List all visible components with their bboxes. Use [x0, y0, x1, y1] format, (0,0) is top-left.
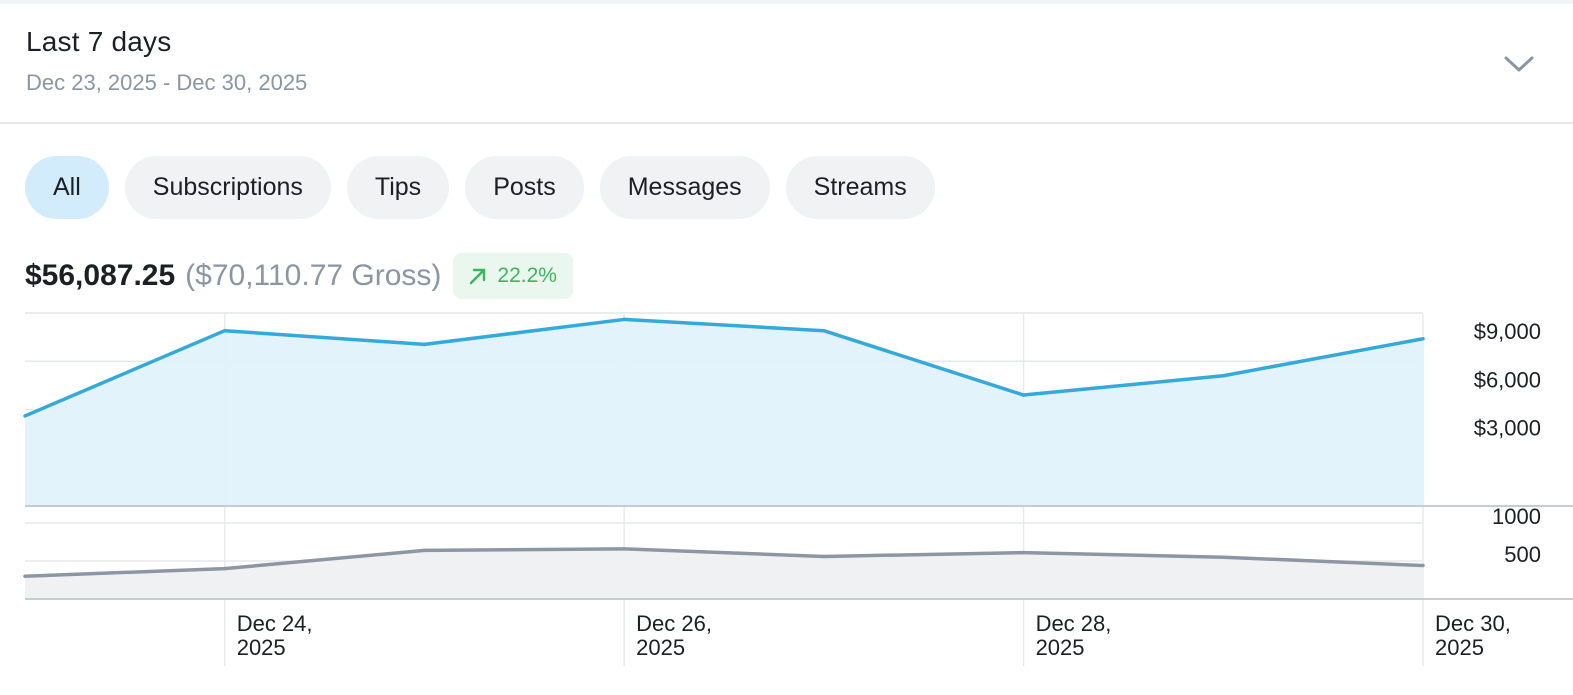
count-line-segment — [622, 547, 826, 559]
earnings-line-segment — [1221, 336, 1425, 378]
filter-pill-subscriptions[interactable]: Subscriptions — [124, 156, 331, 219]
count-line-segment — [1221, 555, 1425, 568]
x-tick-label: 2025 — [237, 635, 286, 660]
earnings-line-segment — [422, 317, 626, 347]
period-title: Last 7 days — [26, 26, 172, 57]
y-tick-label: 500 — [1504, 542, 1541, 567]
earnings-line-segment — [222, 328, 427, 347]
y-tick-label: $3,000 — [1474, 416, 1541, 441]
y-tick-label: $9,000 — [1474, 319, 1541, 344]
x-tick-label: 2025 — [1435, 635, 1484, 660]
category-filter-tabs: All Subscriptions Tips Posts Messages St… — [25, 156, 935, 219]
date-range-selector[interactable]: Last 7 days Dec 23, 2025 - Dec 30, 2025 — [0, 4, 1573, 124]
arrow-up-right-icon — [470, 268, 486, 285]
x-tick-label: Dec 28, — [1036, 611, 1112, 636]
top-divider — [0, 0, 1573, 4]
count-area-fill — [25, 548, 1423, 599]
earnings-line-segment — [23, 328, 227, 418]
x-tick-label: Dec 26, — [636, 611, 712, 636]
count-line-segment — [1021, 550, 1226, 559]
filter-pill-posts[interactable]: Posts — [465, 156, 584, 219]
y-tick-label: $6,000 — [1474, 367, 1541, 392]
change-badge: 22.2% — [453, 253, 573, 299]
chevron-down-icon[interactable] — [1500, 48, 1538, 78]
x-tick-label: 2025 — [636, 635, 685, 660]
filter-pill-messages[interactable]: Messages — [599, 156, 770, 219]
x-tick-label: 2025 — [1036, 635, 1085, 660]
date-range-text: Dec 23, 2025 - Dec 30, 2025 — [26, 70, 308, 95]
y-tick-label: 1000 — [1492, 504, 1541, 529]
gross-total: ($70,110.77 Gross) — [185, 259, 442, 292]
count-line-segment — [222, 548, 427, 571]
count-line-segment — [422, 547, 626, 553]
x-tick-label: Dec 30, — [1435, 611, 1511, 636]
filter-pill-tips[interactable]: Tips — [346, 156, 450, 219]
count-line-segment — [23, 566, 227, 578]
earnings-line-segment — [822, 328, 1026, 397]
x-tick-label: Dec 24, — [237, 611, 313, 636]
earnings-area-fill — [25, 319, 1423, 506]
change-percent: 22.2% — [497, 264, 557, 287]
earnings-line-segment — [622, 317, 826, 333]
count-line-segment — [822, 550, 1026, 559]
filter-pill-all[interactable]: All — [25, 156, 109, 219]
earnings-line-segment — [1021, 373, 1226, 397]
net-total: $56,087.25 — [25, 259, 176, 292]
filter-pill-streams[interactable]: Streams — [785, 156, 935, 219]
earnings-summary: $56,087.25 ($70,110.77 Gross) 22.2% — [25, 252, 573, 300]
